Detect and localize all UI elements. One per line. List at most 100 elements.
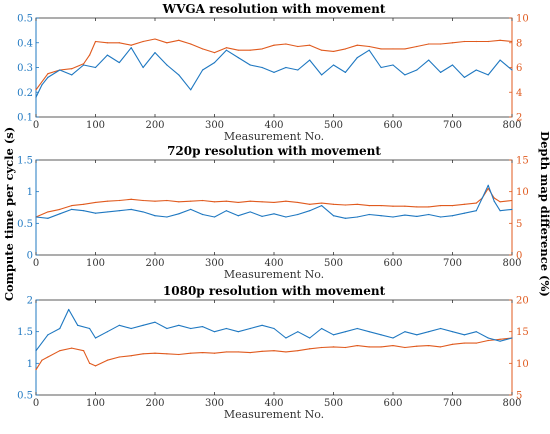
compute-time-point <box>285 66 287 69</box>
depth-difference-point <box>428 345 430 347</box>
compute-time-point <box>416 215 418 217</box>
depth-difference-point <box>321 346 323 349</box>
compute-time-point <box>106 211 108 213</box>
depth-difference-point <box>356 203 358 205</box>
depth-difference-point <box>273 350 275 352</box>
compute-time-point <box>475 210 477 212</box>
left-y-tick-label: 0.5 <box>17 219 33 230</box>
compute-time-point <box>166 64 168 66</box>
depth-difference-point <box>297 45 299 48</box>
x-tick-label: 400 <box>264 120 283 131</box>
depth-difference-point <box>487 339 489 342</box>
compute-time-point <box>511 69 513 71</box>
depth-difference-point <box>178 39 180 41</box>
depth-difference-point <box>166 42 168 44</box>
depth-difference-point <box>130 355 132 357</box>
depth-difference-point <box>309 348 311 350</box>
compute-time-point <box>166 216 168 218</box>
depth-difference-point <box>190 200 192 202</box>
compute-time-point <box>380 66 382 69</box>
compute-time-point <box>273 213 275 215</box>
depth-difference-point <box>428 206 430 208</box>
depth-difference-point <box>368 205 370 207</box>
x-tick-label: 0 <box>33 398 39 409</box>
depth-difference-point <box>392 345 394 347</box>
depth-difference-point <box>451 42 454 44</box>
depth-difference-point <box>154 38 156 40</box>
compute-time-point <box>487 74 489 76</box>
x-tick-label: 100 <box>86 120 105 131</box>
compute-time-point <box>344 217 346 219</box>
depth-difference-point <box>225 47 227 49</box>
compute-time-point <box>77 324 79 326</box>
compute-time-point <box>166 327 168 330</box>
right-y-tick-label: 5 <box>516 219 522 230</box>
x-tick-label: 200 <box>145 258 164 269</box>
compute-time-point <box>71 208 73 210</box>
depth-difference-point <box>297 350 299 352</box>
depth-difference-point <box>416 45 418 48</box>
compute-time-point <box>261 324 263 326</box>
depth-difference-point <box>83 350 85 352</box>
compute-time-point <box>68 308 70 311</box>
depth-difference-point <box>261 48 263 50</box>
left-y-tick-label: 0.3 <box>17 63 33 74</box>
x-tick-label: 200 <box>145 120 164 131</box>
right-y-tick-label: 15 <box>516 327 529 338</box>
compute-time-point <box>493 200 495 202</box>
depth-difference-point <box>285 351 287 353</box>
compute-time-point <box>94 337 97 339</box>
depth-difference-point <box>83 203 85 205</box>
depth-difference-point <box>416 206 418 208</box>
x-tick-label: 600 <box>383 120 402 131</box>
depth-difference-point <box>344 204 346 206</box>
depth-difference-point <box>380 48 382 50</box>
left-y-tick-label: 0.1 <box>17 113 33 124</box>
compute-time-point <box>440 327 442 330</box>
compute-time-point <box>356 57 358 59</box>
compute-time-point <box>285 216 287 218</box>
right-y-axis-label: Depth map difference (%) <box>538 131 550 297</box>
depth-difference-point <box>451 343 454 345</box>
depth-difference-point <box>475 342 477 344</box>
compute-time-point <box>428 331 430 333</box>
compute-time-point <box>368 331 370 333</box>
compute-time-point <box>511 337 513 339</box>
compute-time-point <box>118 210 120 212</box>
compute-time-point <box>83 64 85 66</box>
depth-difference-point <box>511 40 513 43</box>
depth-difference-point <box>428 43 430 45</box>
compute-time-point <box>130 47 132 49</box>
depth-difference-point <box>285 43 287 45</box>
compute-time-point <box>35 350 37 352</box>
compute-time-line <box>35 308 513 352</box>
compute-time-point <box>404 331 406 333</box>
right-y-tick-label: 20 <box>516 296 529 307</box>
right-y-tick-label: 6 <box>516 63 522 74</box>
x-tick-label: 200 <box>145 398 164 409</box>
depth-difference-point <box>142 353 144 355</box>
depth-difference-point <box>261 350 263 352</box>
depth-difference-point <box>213 352 216 354</box>
compute-time-point <box>130 208 132 210</box>
x-tick-label: 500 <box>324 258 343 269</box>
plot-frame <box>35 17 513 118</box>
depth-difference-point <box>71 347 73 349</box>
left-y-tick-label: 0.2 <box>17 88 33 99</box>
depth-difference-point <box>249 351 251 354</box>
right-y-tick-label: 10 <box>516 359 529 370</box>
left-y-tick-label: 0.4 <box>17 38 33 49</box>
compute-time-point <box>213 216 216 218</box>
compute-time-point <box>309 210 311 212</box>
compute-time-point <box>463 76 465 78</box>
depth-difference-point <box>59 208 61 210</box>
chart-title: 1080p resolution with movement <box>163 284 386 298</box>
compute-time-point <box>416 334 418 336</box>
compute-time-point <box>321 327 323 330</box>
compute-time-point <box>380 334 382 336</box>
depth-difference-point <box>380 346 382 348</box>
compute-time-point <box>285 337 287 339</box>
depth-difference-point <box>118 199 120 202</box>
